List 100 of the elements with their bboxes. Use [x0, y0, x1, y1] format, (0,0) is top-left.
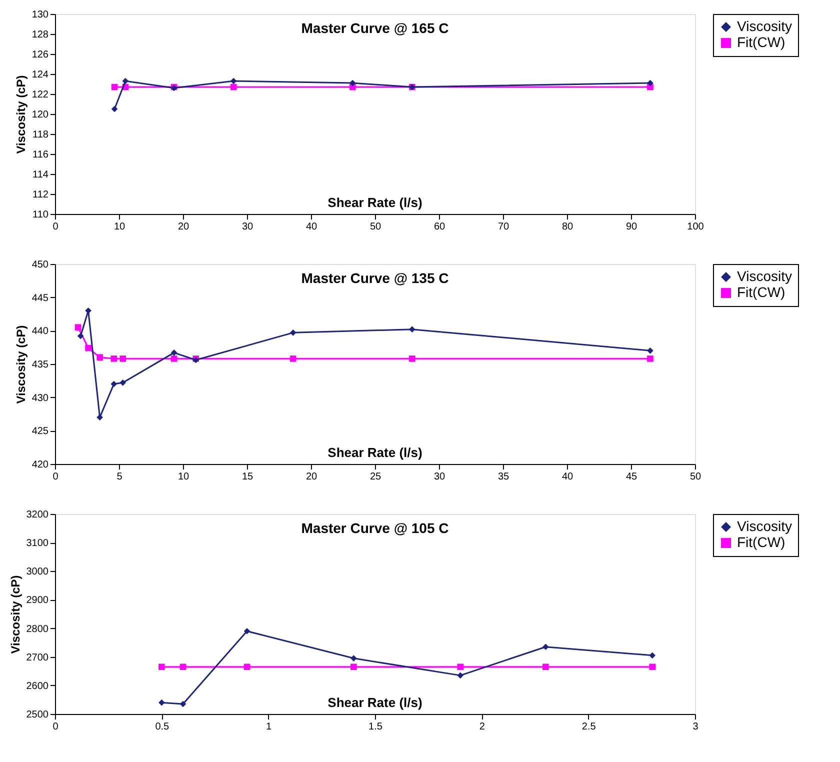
point: [74, 324, 82, 330]
chart-title: Master Curve @ 105 C: [301, 520, 449, 536]
x-tick-label: 30: [242, 222, 254, 232]
x-tick-label: 3: [692, 722, 699, 732]
y-tick-label: 2900: [26, 595, 49, 606]
x-tick-label: 0: [52, 222, 59, 232]
x-tick-label: 25: [370, 472, 382, 482]
y-tick-label: 2700: [26, 652, 49, 664]
point: [158, 664, 165, 670]
x-tick-label: 20: [178, 222, 190, 232]
x-axis-title: Shear Rate (l/s): [328, 695, 422, 710]
x-tick-label: 20: [306, 472, 318, 482]
x-tick-label: 50: [370, 222, 382, 232]
y-tick-label: 420: [32, 460, 49, 470]
point: [120, 380, 126, 386]
y-tick-label: 114: [32, 170, 49, 180]
x-tick-label: 60: [434, 222, 446, 232]
y-tick-label: 2500: [26, 710, 49, 720]
legend-label: Viscosity: [737, 18, 792, 34]
chart-title: Master Curve @ 135 C: [301, 270, 449, 286]
point: [408, 326, 416, 332]
x-tick-label: 30: [434, 472, 446, 482]
y-tick-label: 116: [32, 150, 49, 160]
x-tick-label: 100: [687, 222, 704, 232]
point: [170, 350, 178, 356]
point: [350, 664, 357, 670]
y-tick-label: 440: [32, 326, 49, 338]
point: [111, 84, 118, 90]
y-tick-label: 128: [32, 30, 49, 40]
point: [649, 664, 656, 670]
x-tick-label: 40: [562, 472, 574, 482]
y-tick-label: 122: [32, 90, 49, 100]
y-tick-label: 120: [32, 110, 49, 120]
x-tick-label: 50: [690, 472, 702, 482]
y-tick-label: 2800: [26, 624, 49, 635]
point: [110, 356, 118, 362]
y-tick-label: 126: [32, 50, 49, 60]
point: [349, 80, 356, 86]
y-tick-label: 110: [32, 210, 49, 220]
point: [542, 644, 549, 650]
legend-label: Fit(CW): [737, 534, 786, 550]
point: [85, 344, 92, 352]
point: [457, 672, 464, 679]
x-axis-title: Shear Rate (l/s): [328, 445, 422, 460]
point: [180, 664, 186, 670]
point: [180, 700, 186, 708]
point: [96, 354, 103, 360]
y-tick-label: 124: [32, 70, 49, 80]
x-tick-label: 90: [626, 222, 638, 232]
x-tick-label: 2: [479, 722, 486, 732]
point: [122, 78, 129, 84]
point: [290, 356, 296, 362]
point: [457, 664, 464, 670]
x-tick-label: 1.5: [368, 722, 383, 732]
point: [408, 356, 416, 362]
x-tick-label: 0: [52, 722, 59, 732]
y-axis-title: Viscosity (cP): [14, 325, 28, 404]
point: [158, 699, 165, 706]
x-tick-label: 80: [562, 222, 574, 232]
x-tick-label: 0.5: [155, 722, 170, 732]
y-tick-label: 118: [32, 130, 49, 140]
point: [244, 664, 250, 670]
y-tick-label: 3200: [26, 510, 49, 520]
y-tick-label: 445: [32, 292, 49, 304]
point: [542, 664, 549, 670]
x-tick-label: 45: [626, 472, 638, 482]
y-tick-label: 450: [32, 260, 49, 270]
point: [647, 356, 654, 362]
x-tick-label: 15: [242, 472, 254, 482]
point: [647, 348, 654, 354]
y-tick-label: 112: [32, 190, 49, 200]
y-tick-label: 425: [32, 426, 49, 438]
y-tick-label: 2600: [26, 680, 49, 692]
point: [230, 78, 237, 84]
x-tick-label: 2.5: [582, 722, 596, 732]
x-tick-label: 5: [116, 472, 123, 482]
y-tick-label: 130: [32, 10, 49, 20]
point: [647, 80, 654, 86]
point: [120, 356, 126, 362]
legend-label: Fit(CW): [737, 284, 786, 300]
y-axis-title: Viscosity (cP): [14, 75, 28, 154]
legend-label: Viscosity: [737, 518, 792, 534]
point: [290, 330, 296, 336]
point: [230, 84, 237, 90]
point: [111, 106, 118, 112]
x-tick-label: 0: [52, 472, 59, 482]
legend-label: Fit(CW): [737, 34, 786, 50]
legend-label: Viscosity: [737, 268, 792, 284]
y-tick-label: 3100: [26, 538, 49, 550]
point: [244, 628, 250, 634]
x-tick-label: 10: [114, 222, 126, 232]
x-tick-label: 70: [498, 222, 510, 232]
chart-title: Master Curve @ 165 C: [301, 20, 449, 36]
y-tick-label: 435: [32, 360, 49, 370]
point: [170, 356, 178, 362]
x-tick-label: 40: [306, 222, 318, 232]
x-axis-title: Shear Rate (l/s): [328, 195, 422, 210]
x-tick-label: 35: [498, 472, 510, 482]
point: [649, 652, 656, 659]
x-tick-label: 1: [266, 722, 272, 732]
